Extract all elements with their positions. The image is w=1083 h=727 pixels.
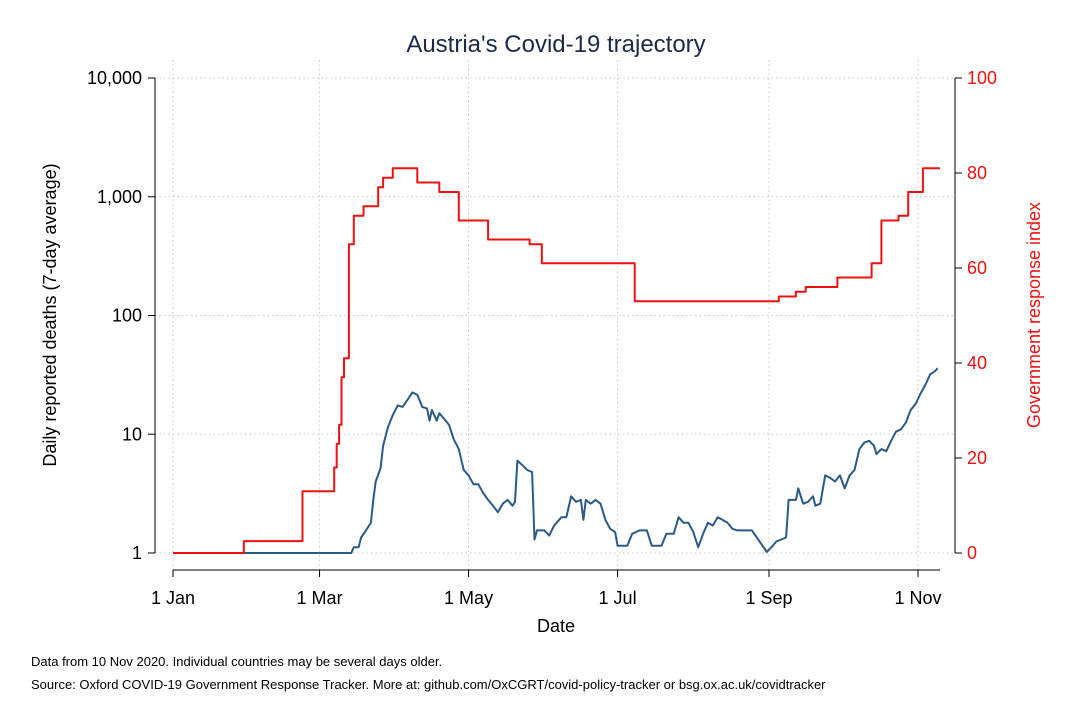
source-note: Source: Oxford COVID-19 Government Respo… — [31, 677, 826, 692]
y-left-tick-label: 1,000 — [97, 187, 142, 207]
series-lines — [173, 167, 940, 554]
y-axis-left-label: Daily reported deaths (7-day average) — [40, 163, 60, 466]
y-right-tick-label: 100 — [967, 68, 997, 88]
y-right-tick-label: 80 — [967, 163, 987, 183]
axes: 1 Jan 1 Mar 1 May 1 Jul 1 Sep 1 Nov 1 10 100 1,00… — [87, 68, 997, 608]
response-index-series-line — [173, 167, 940, 554]
y-right-tick-label: 60 — [967, 258, 987, 278]
x-axis-label: Date — [537, 616, 575, 636]
gridlines — [155, 60, 955, 570]
y-left-tick-label: 10 — [122, 424, 142, 444]
data-date-note: Data from 10 Nov 2020. Individual countr… — [31, 654, 443, 669]
x-tick-label: 1 Nov — [895, 588, 942, 608]
x-tick-label: 1 May — [444, 588, 493, 608]
y-right-tick-label: 40 — [967, 353, 987, 373]
y-right-tick-label: 0 — [967, 543, 977, 563]
chart-title: Austria's Covid-19 trajectory — [406, 31, 705, 58]
deaths-series-line — [173, 367, 939, 554]
y-right-tick-label: 20 — [967, 448, 987, 468]
x-tick-label: 1 Sep — [745, 588, 792, 608]
y-left-tick-label: 1 — [132, 543, 142, 563]
y-left-tick-label: 100 — [112, 306, 142, 326]
y-left-tick-label: 10,000 — [87, 68, 142, 88]
x-tick-label: 1 Jul — [599, 588, 637, 608]
y-axis-right-label: Government response index — [1024, 202, 1044, 428]
x-tick-label: 1 Mar — [297, 588, 343, 608]
x-tick-label: 1 Jan — [151, 588, 195, 608]
